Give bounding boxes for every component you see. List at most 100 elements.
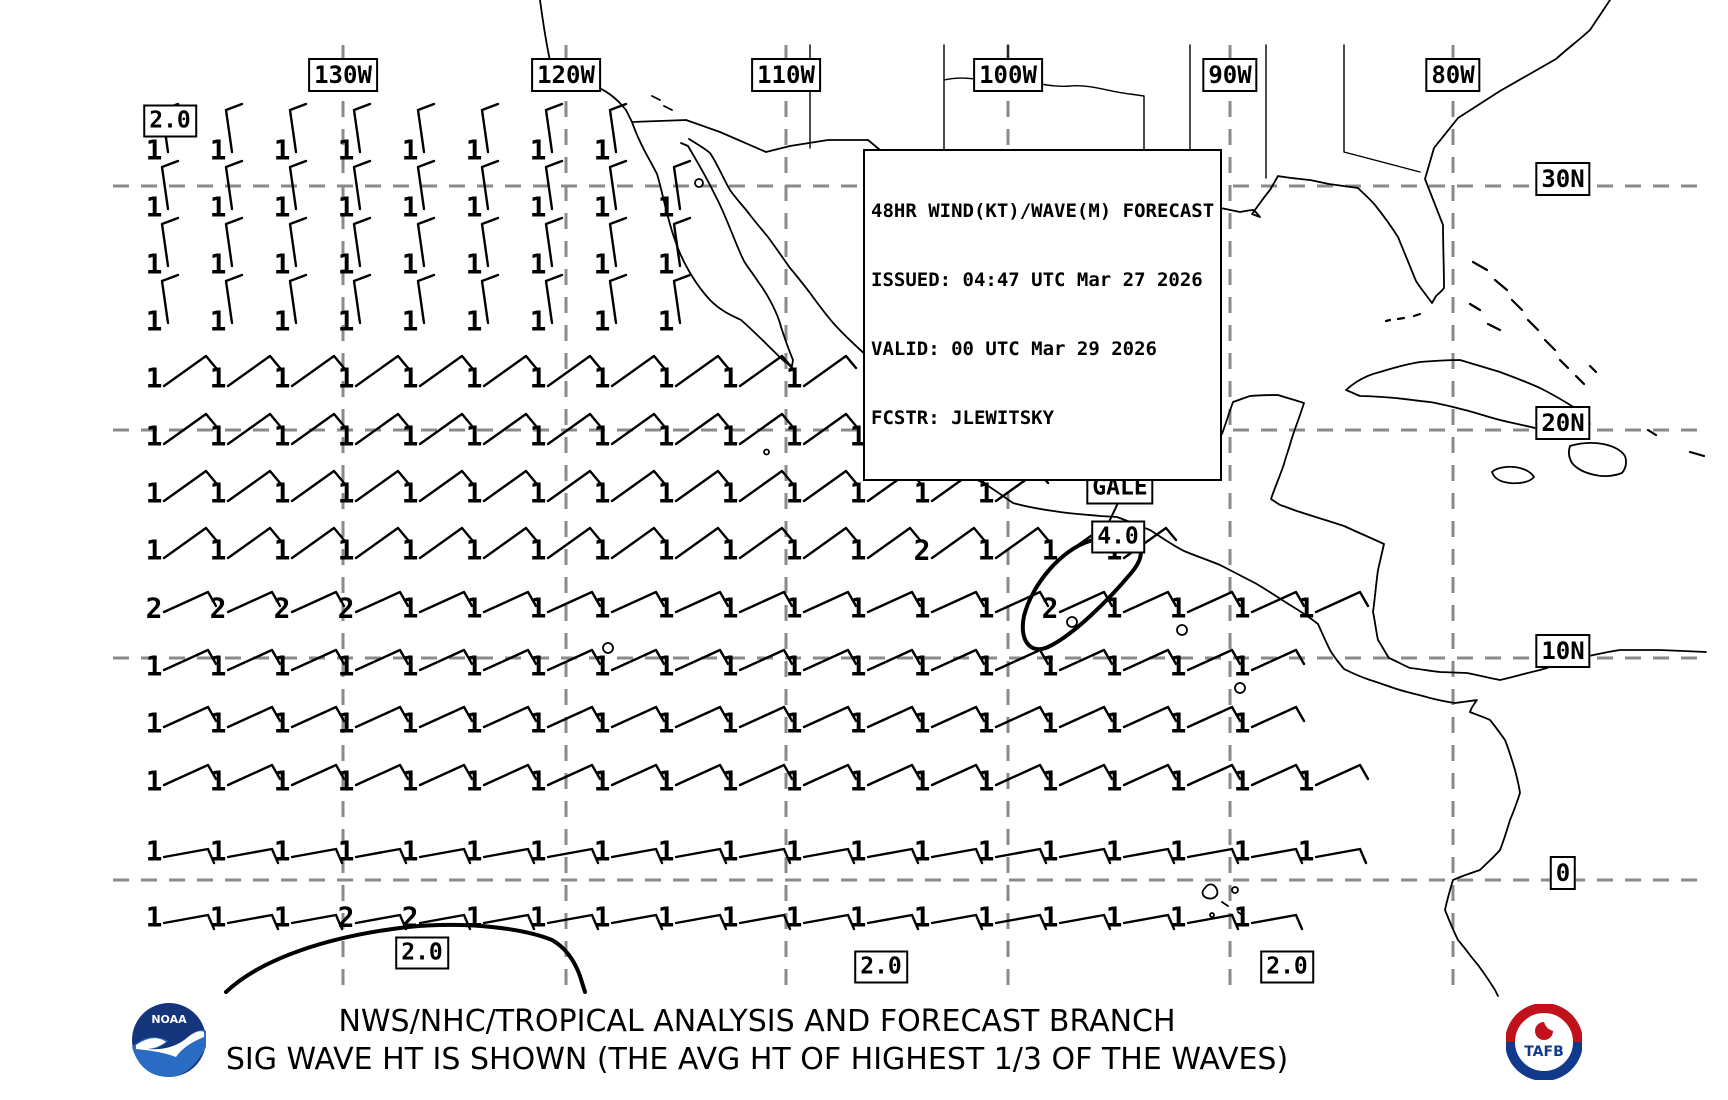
wind-barb-icon (226, 469, 282, 503)
station-wave-height: 1 (722, 835, 739, 868)
station-wave-height: 1 (274, 650, 291, 683)
wind-barb-icon (1058, 590, 1114, 614)
wind-barb-icon (354, 412, 410, 446)
wave-contour-2m (224, 922, 587, 994)
station-wave-height: 1 (850, 592, 867, 625)
station-wave-height: 1 (530, 191, 547, 224)
station-wave-height: 1 (658, 901, 675, 934)
wind-barb-icon (608, 273, 628, 325)
station-wave-height: 1 (1106, 901, 1123, 934)
station-wave-height: 1 (1234, 835, 1251, 868)
station-wave-height: 1 (338, 362, 355, 395)
coastline-layer (539, 0, 1707, 997)
station-wave-height: 1 (466, 707, 483, 740)
station-wave-height: 1 (722, 420, 739, 453)
station-wave-height: 1 (274, 191, 291, 224)
wind-barb-icon (802, 354, 858, 388)
station-wave-height: 1 (1170, 765, 1187, 798)
wind-barb-icon (738, 526, 794, 560)
wind-barb-icon (546, 526, 602, 560)
station-wave-height: 1 (1042, 534, 1059, 567)
station-wave-height: 1 (338, 134, 355, 167)
station-wave-height: 1 (338, 534, 355, 567)
wind-barb-icon (1186, 705, 1242, 729)
station-wave-height: 1 (402, 191, 419, 224)
station-wave-height: 1 (530, 707, 547, 740)
wind-barb-icon (290, 847, 344, 865)
wind-barb-icon (1058, 763, 1114, 787)
wind-barb-icon (546, 354, 602, 388)
station-wave-height: 1 (914, 592, 931, 625)
station-wave-height: 1 (594, 477, 611, 510)
station-wave-height: 1 (146, 835, 163, 868)
station-wave-height: 1 (1170, 707, 1187, 740)
wind-barb-icon (1058, 705, 1114, 729)
wind-barb-icon (482, 412, 538, 446)
wind-barb-icon (610, 469, 666, 503)
wind-barb-icon (866, 526, 922, 560)
wind-barb-icon (162, 412, 218, 446)
wind-barb-icon (482, 705, 538, 729)
station-wave-height: 1 (338, 765, 355, 798)
wind-barb-icon (994, 590, 1050, 614)
station-wave-height: 1 (466, 305, 483, 338)
wind-barb-icon (482, 590, 538, 614)
station-wave-height: 1 (274, 305, 291, 338)
tafb-ring-bottom (1506, 1041, 1582, 1080)
station-wave-height: 1 (1042, 707, 1059, 740)
wind-barb-icon (290, 913, 344, 931)
forecast-title: 48HR WIND(KT)/WAVE(M) FORECAST (871, 200, 1215, 222)
wind-barb-icon (224, 216, 244, 268)
tafb-logo: TAFB (1506, 1004, 1582, 1080)
wind-barb-icon (1122, 847, 1176, 865)
wind-barb-icon (162, 763, 218, 787)
station-wave-height: 1 (850, 534, 867, 567)
station-wave-height: 1 (338, 835, 355, 868)
wind-barb-icon (290, 705, 346, 729)
jamaica (1491, 465, 1535, 485)
wind-barb-icon (1186, 763, 1242, 787)
wind-barb-icon (674, 354, 730, 388)
wind-barb-icon (418, 648, 474, 672)
wind-barb-icon (610, 354, 666, 388)
wind-barb-icon (162, 913, 216, 931)
station-wave-height: 1 (146, 191, 163, 224)
lon-label-90W: 90W (1202, 58, 1258, 92)
wind-barb-icon (544, 273, 564, 325)
station-wave-height: 1 (1106, 707, 1123, 740)
footer-sigwave-caption: SIG WAVE HT IS SHOWN (THE AVG HT OF HIGH… (225, 1042, 1289, 1077)
calm-wind-circle-icon (602, 642, 614, 654)
station-wave-height: 1 (530, 134, 547, 167)
wind-barb-icon (162, 847, 216, 865)
wind-barb-icon (994, 763, 1050, 787)
station-wave-height: 1 (146, 650, 163, 683)
station-wave-height: 1 (210, 901, 227, 934)
station-wave-height: 1 (850, 901, 867, 934)
station-wave-height: 1 (1298, 765, 1315, 798)
wind-barb-icon (1186, 590, 1242, 614)
wind-barb-icon (1314, 590, 1370, 614)
station-wave-height: 1 (594, 901, 611, 934)
wind-barb-icon (930, 705, 986, 729)
wind-barb-icon (544, 216, 564, 268)
lon-label-130W: 130W (308, 58, 378, 92)
tafb-ring-top (1506, 1004, 1582, 1043)
wind-barb-icon (802, 705, 858, 729)
station-wave-height: 1 (786, 362, 803, 395)
wind-barb-icon (866, 648, 922, 672)
wind-barb-icon (1186, 847, 1240, 865)
wind-barb-icon (482, 526, 538, 560)
station-wave-height: 1 (786, 707, 803, 740)
station-wave-height: 1 (914, 707, 931, 740)
wind-barb-icon (802, 847, 856, 865)
station-wave-height: 1 (594, 420, 611, 453)
wind-barb-icon (930, 648, 986, 672)
wind-barb-icon (1250, 590, 1306, 614)
noaa-logo: NOAA (132, 1003, 206, 1077)
station-wave-height: 1 (658, 650, 675, 683)
wind-barb-icon (802, 590, 858, 614)
wave-station-layer: 1 1 1 1 1 1 1 1 1 1 1 1 1 1 1 1 1 1 1 1 1 1 1 1 1 1 1 1 1 1 1 1 1 1 1 1 1 1 1 1… (146, 102, 1370, 934)
wind-barb-icon (610, 526, 666, 560)
station-wave-height: 1 (402, 534, 419, 567)
wind-barb-icon (354, 913, 408, 931)
